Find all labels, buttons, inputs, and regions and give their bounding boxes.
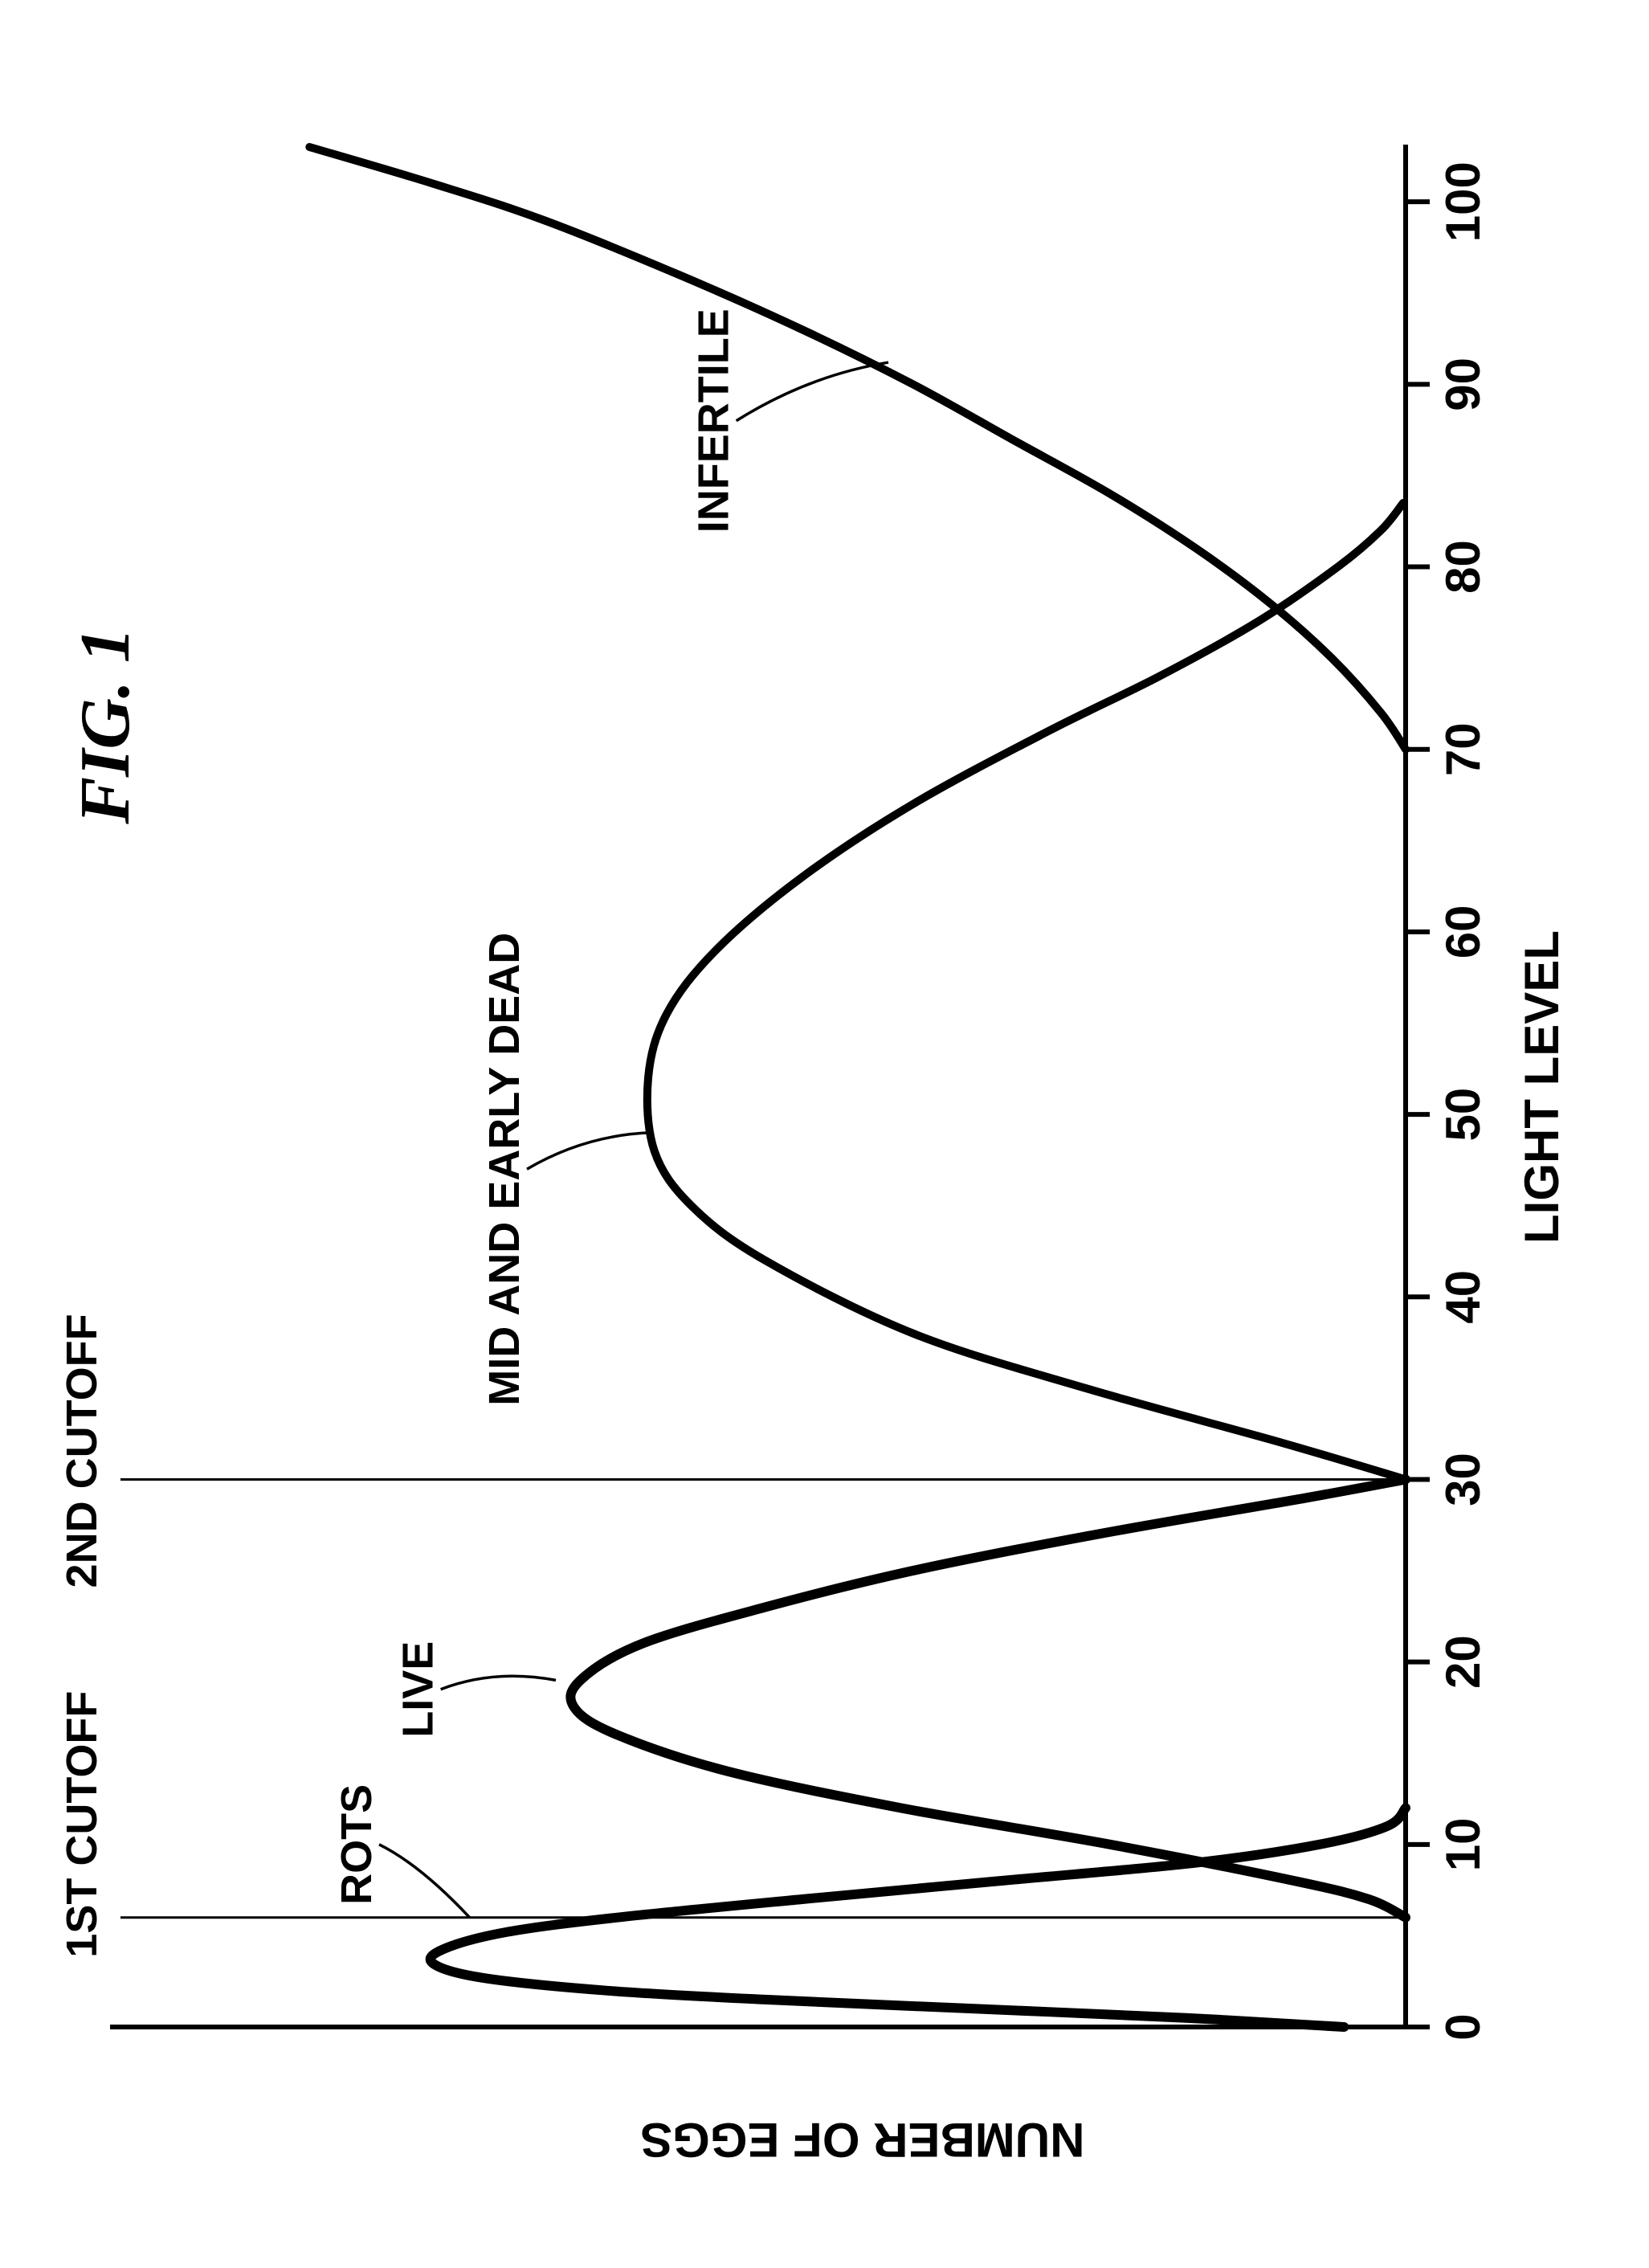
cutoff-label: 2ND CUTOFF xyxy=(58,1314,106,1588)
y-axis-label: NUMBER OF EGGS xyxy=(640,2113,1084,2167)
x-tick-label: 10 xyxy=(1436,1817,1490,1871)
series-label: ROTS xyxy=(333,1784,381,1905)
x-tick-label: 100 xyxy=(1436,161,1490,242)
chart-rotated-container: FIG. 1 0 10 20 30 40 50 60 70 80 90 100 LIGHT LEVEL N… xyxy=(0,0,1649,2268)
series-label: MID AND EARLY DEAD xyxy=(480,933,529,1406)
series-label: INFERTILE xyxy=(690,309,738,533)
x-axis-label: LIGHT LEVEL xyxy=(1515,930,1569,1244)
x-tick-label: 60 xyxy=(1436,905,1490,959)
x-tick-label: 90 xyxy=(1436,358,1490,411)
figure-title: FIG. 1 xyxy=(67,627,145,825)
x-tick-label: 0 xyxy=(1436,2013,1490,2040)
x-tick-label: 40 xyxy=(1436,1270,1490,1324)
page: FIG. 1 0 10 20 30 40 50 60 70 80 90 100 LIGHT LEVEL N… xyxy=(0,0,1649,2268)
x-tick-label: 30 xyxy=(1436,1453,1490,1506)
cutoff-label: 1ST CUTOFF xyxy=(58,1691,106,1958)
chart: FIG. 1 0 10 20 30 40 50 60 70 80 90 100 LIGHT LEVEL N… xyxy=(0,0,1649,2268)
x-tick-label: 70 xyxy=(1436,722,1490,776)
x-tick-label: 50 xyxy=(1436,1088,1490,1142)
x-tick-label: 80 xyxy=(1436,540,1490,594)
series-label: LIVE xyxy=(394,1641,443,1738)
x-tick-label: 20 xyxy=(1436,1635,1490,1689)
